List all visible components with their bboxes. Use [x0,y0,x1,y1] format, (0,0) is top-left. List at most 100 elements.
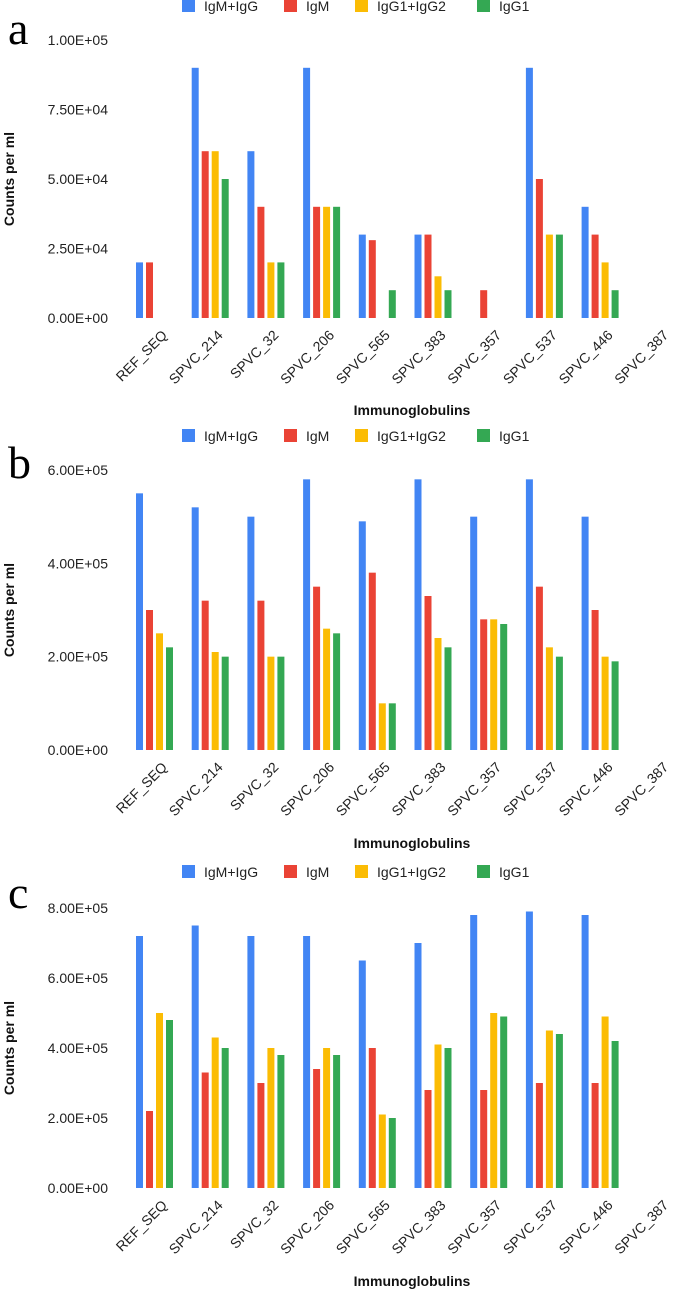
bar-ref-seq-igm [146,610,153,750]
bar-spvc-383-igm [424,1090,432,1188]
x-tick-label: REF_SEQ [113,759,171,817]
bar-spvc-214-igg1-igg2 [211,151,219,318]
x-tick-label: SPVC_387 [611,327,671,387]
y-tick-label: 4.00E+05 [48,555,109,571]
bar-spvc-383-igm [424,596,432,750]
y-tick-label: 0.00E+00 [48,742,109,758]
bar-spvc-446-igm-igg [581,516,589,750]
chart-panel-a: a IgM+IgG IgM IgG1+IgG2 IgG1 0.00E+00 2.50E+04… [1,0,672,418]
bar-spvc-565-igm-igg [358,234,366,318]
chart-panel-c: c IgM+IgG IgM IgG1+IgG2 IgG1 0.00E+00 2.00E+05… [1,864,672,1289]
legend-swatch-igg1 [477,429,490,442]
x-tick-label: SPVC_537 [500,1197,560,1257]
legend-swatch-igm [284,865,297,878]
bar-spvc-206-igg1 [333,633,341,750]
bar-spvc-32-igg1 [277,656,285,750]
bar-spvc-214-igm-igg [191,925,199,1188]
bar-spvc-214-igm [201,600,209,750]
legend-label-igm: IgM [306,864,329,880]
bar-spvc-206-igm-igg [303,67,311,318]
bar-spvc-357-igg1 [500,1016,508,1188]
x-tick-label: SPVC_357 [444,1197,504,1257]
bar-spvc-214-igm [201,151,209,318]
x-tick-label: SPVC_565 [333,1197,393,1257]
bar-spvc-206-igg1-igg2 [323,1048,331,1188]
legend-swatch-igm [284,0,297,12]
bar-spvc-383-igg1 [444,1048,452,1188]
y-axis-title: Counts per ml [1,132,17,226]
x-tick-label: REF_SEQ [113,1197,171,1255]
y-tick-label: 0.00E+00 [48,310,109,326]
x-tick-label: SPVC_387 [611,1197,671,1257]
bar-spvc-537-igg1-igg2 [545,1030,553,1188]
bar-spvc-537-igm-igg [525,911,533,1188]
bar-spvc-32-igg1 [277,262,285,318]
panel-letter: c [8,867,28,918]
x-tick-label: SPVC_357 [444,327,504,387]
y-axis-title: Counts per ml [1,1001,17,1095]
x-tick-label: SPVC_357 [444,759,504,819]
y-axis-title: Counts per ml [1,563,17,657]
bar-spvc-32-igg1 [277,1055,285,1188]
x-tick-label: SPVC_206 [277,759,337,819]
legend-label-igm-igg: IgM+IgG [204,428,258,444]
x-axis-title: Immunoglobulins [354,402,471,418]
legend-swatch-igg1-igg2 [355,429,368,442]
bar-spvc-206-igm [313,206,321,318]
bar-spvc-214-igm-igg [191,507,199,750]
legend-label-igm: IgM [306,428,329,444]
bar-spvc-206-igg1 [333,206,341,318]
bar-spvc-383-igm [424,234,432,318]
x-tick-label: SPVC_537 [500,759,560,819]
bar-spvc-565-igm [368,240,376,318]
bar-spvc-446-igg1-igg2 [601,262,609,318]
bar-ref-seq-igm [146,1111,153,1188]
bar-spvc-206-igg1 [333,1055,341,1188]
bar-spvc-565-igg1-igg2 [378,703,386,750]
bar-spvc-357-igm [480,619,488,750]
bar-ref-seq-igg1-igg2 [156,1013,163,1188]
bar-spvc-537-igm [535,179,543,318]
x-tick-label: SPVC_446 [555,759,615,819]
legend-swatch-igg1 [477,0,490,12]
bar-spvc-357-igg1 [500,624,508,750]
bar-spvc-206-igm [313,586,321,750]
bar-spvc-32-igg1-igg2 [267,262,275,318]
chart-panel-b: b IgM+IgG IgM IgG1+IgG2 IgG1 0.00E+00 2.00E+05… [1,428,672,851]
legend-swatch-igg1-igg2 [355,865,368,878]
panel-letter: b [8,437,31,488]
bar-ref-seq-igg1-igg2 [156,633,163,750]
y-tick-label: 2.00E+05 [48,1110,109,1126]
bar-spvc-537-igm-igg [525,67,533,318]
bar-spvc-446-igg1 [611,1041,619,1188]
bar-spvc-214-igg1-igg2 [211,1037,219,1188]
bar-spvc-565-igg1 [388,1118,396,1188]
x-tick-label: SPVC_214 [166,1197,226,1257]
bar-spvc-357-igg1-igg2 [490,1013,498,1188]
bar-spvc-565-igm [368,1048,376,1188]
bar-spvc-537-igg1-igg2 [545,234,553,318]
bar-spvc-446-igm-igg [581,206,589,318]
bar-spvc-446-igg1 [611,661,619,750]
x-axis-title: Immunoglobulins [354,1273,471,1289]
bar-spvc-32-igm [257,1083,265,1188]
bar-spvc-32-igm-igg [247,151,255,318]
bar-spvc-565-igm-igg [358,960,366,1188]
x-tick-label: SPVC_206 [277,1197,337,1257]
bar-spvc-383-igg1-igg2 [434,638,442,750]
x-tick-label: SPVC_32 [227,759,282,814]
bar-spvc-537-igg1 [555,656,563,750]
x-tick-label: SPVC_387 [611,759,671,819]
bar-spvc-214-igg1 [221,1048,229,1188]
bar-spvc-214-igm-igg [191,67,199,318]
bar-ref-seq-igm [146,262,153,318]
x-tick-label: SPVC_383 [388,1197,448,1257]
bar-spvc-32-igm [257,600,265,750]
legend-swatch-igm [284,429,297,442]
bar-spvc-565-igg1-igg2 [378,1114,386,1188]
bar-spvc-383-igg1 [444,290,452,318]
bar-spvc-32-igm-igg [247,516,255,750]
y-tick-label: 8.00E+05 [48,900,109,916]
legend-label-igg1: IgG1 [499,0,530,14]
bar-spvc-214-igm [201,1072,209,1188]
